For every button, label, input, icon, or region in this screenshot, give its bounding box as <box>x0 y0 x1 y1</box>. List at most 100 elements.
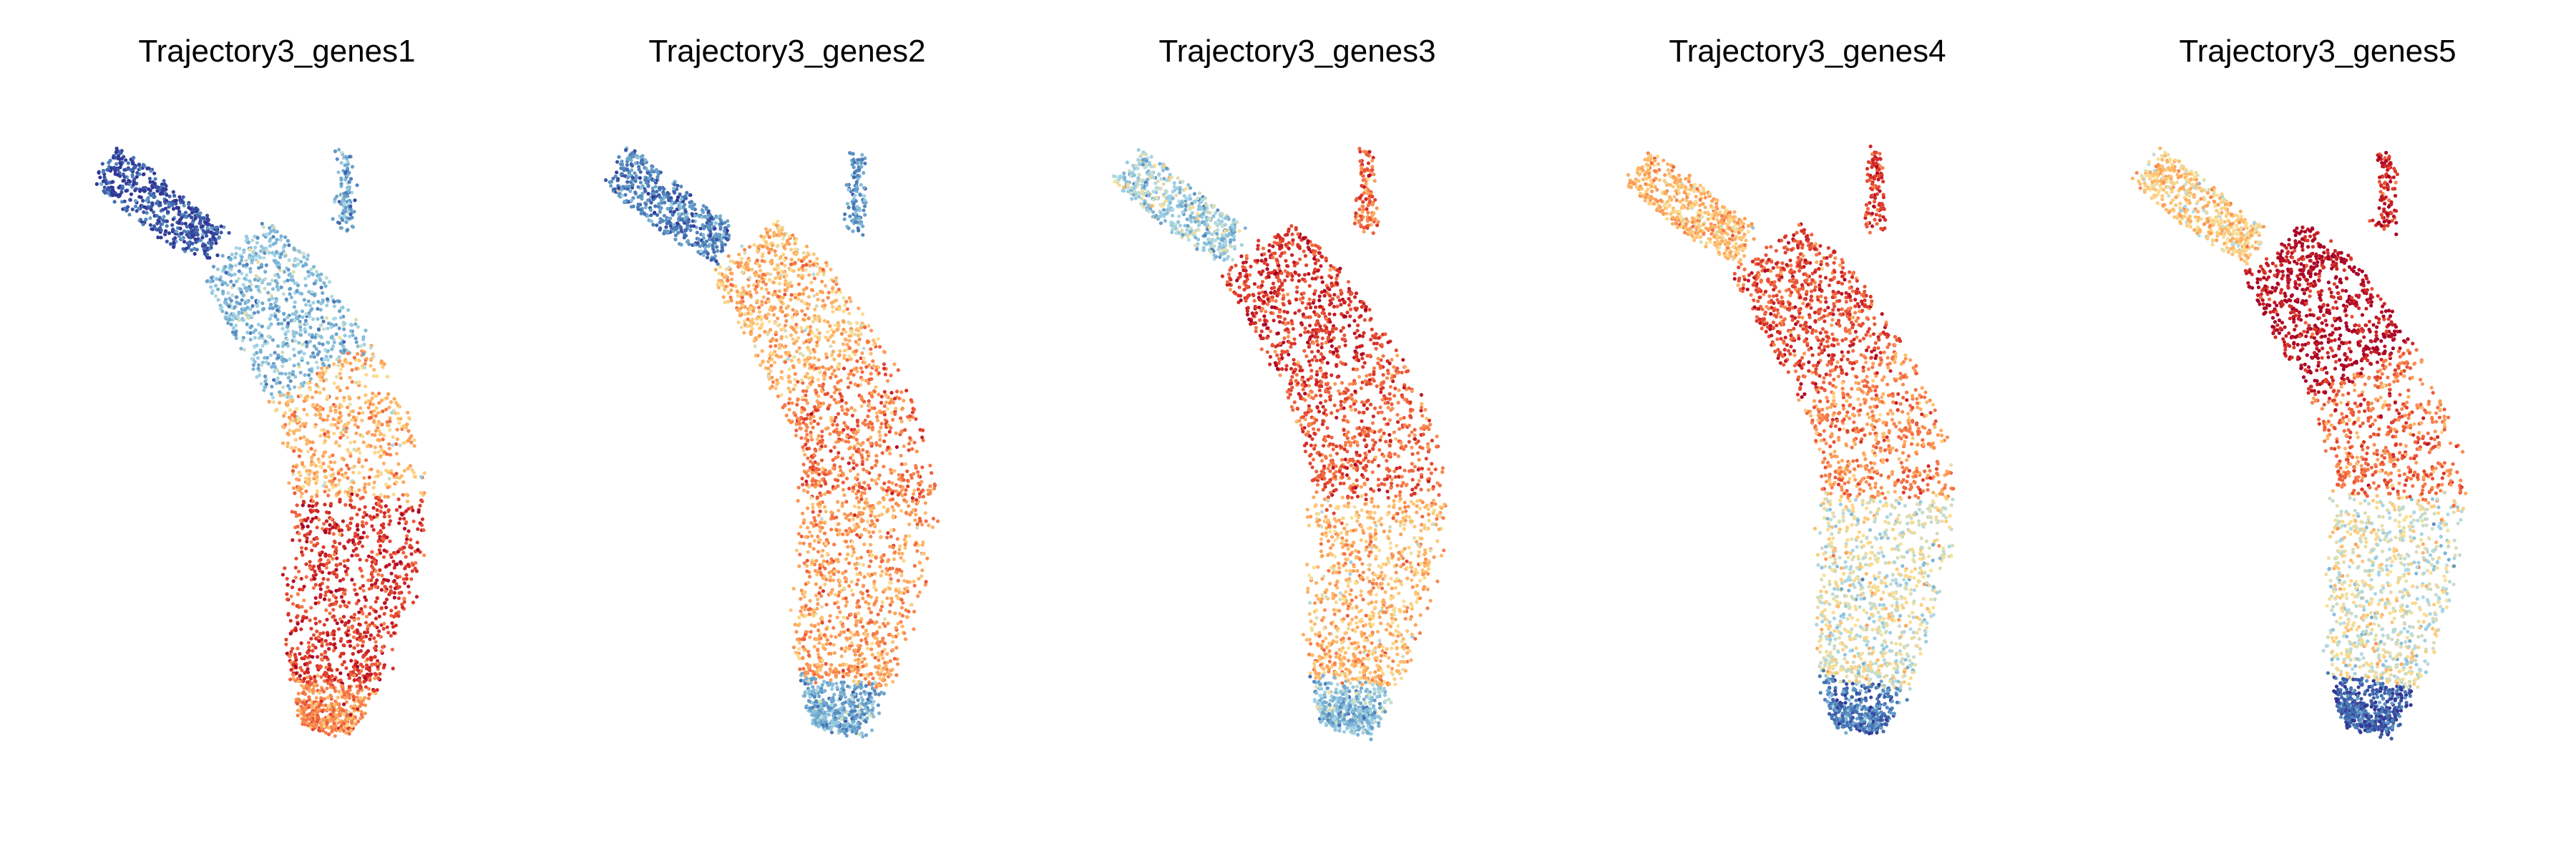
cell-point <box>395 576 399 580</box>
cell-point <box>305 322 309 326</box>
cell-point <box>275 281 279 286</box>
cell-point <box>628 173 633 177</box>
cell-point <box>229 257 233 261</box>
cell-point <box>163 206 168 210</box>
cell-point <box>356 425 360 430</box>
cell-point <box>331 532 336 536</box>
cell-point <box>801 263 805 268</box>
cell-point <box>781 242 785 246</box>
cell-point <box>326 715 331 719</box>
cell-point <box>281 385 286 389</box>
cell-point <box>356 707 360 712</box>
cell-point <box>806 649 811 654</box>
cell-point <box>672 183 677 187</box>
cell-point <box>623 193 628 197</box>
cell-point <box>261 225 265 229</box>
cell-point <box>378 438 382 442</box>
cell-point <box>150 185 155 190</box>
cell-point <box>308 618 312 623</box>
cell-point <box>352 583 356 587</box>
cell-point <box>847 518 852 523</box>
cell-point <box>341 218 345 223</box>
cell-point <box>110 180 114 184</box>
cell-point <box>308 508 313 513</box>
cell-point <box>376 659 380 663</box>
cell-point <box>333 316 338 321</box>
cell-point <box>376 498 381 502</box>
cell-point <box>137 206 141 210</box>
cell-point <box>389 571 394 576</box>
cell-point <box>100 162 104 166</box>
cell-point <box>336 385 341 389</box>
cell-point <box>321 462 326 466</box>
cell-point <box>374 600 378 604</box>
cell-point <box>342 399 346 403</box>
cell-point <box>321 298 325 303</box>
cell-point <box>302 598 306 603</box>
cell-point <box>761 295 766 299</box>
cell-point <box>299 545 304 550</box>
cell-point <box>346 166 350 171</box>
cell-point <box>847 205 851 210</box>
cell-point <box>323 348 328 352</box>
cell-point <box>834 401 839 405</box>
cell-point <box>808 259 812 263</box>
cell-point <box>332 722 336 726</box>
cell-point <box>328 667 332 671</box>
cell-point <box>701 240 705 244</box>
cell-point <box>862 208 866 213</box>
cell-point <box>290 446 294 450</box>
cell-point <box>374 394 379 398</box>
cell-point <box>287 422 291 426</box>
cell-point <box>332 381 336 385</box>
cell-point <box>293 664 298 669</box>
cell-point <box>289 650 293 654</box>
cell-point <box>335 157 339 161</box>
cell-point <box>241 336 245 340</box>
cell-point <box>295 407 299 411</box>
cell-point <box>404 555 408 559</box>
cell-point <box>356 351 360 356</box>
cell-point <box>245 273 249 277</box>
cell-point <box>406 529 411 533</box>
cell-point <box>854 437 859 442</box>
cell-point <box>211 264 216 269</box>
cell-point <box>859 638 864 643</box>
cell-point <box>301 691 305 695</box>
cell-point <box>328 641 333 646</box>
cell-point <box>352 630 356 634</box>
cell-point <box>190 215 194 220</box>
cell-point <box>378 543 383 548</box>
cell-point <box>373 676 377 681</box>
cell-point <box>269 229 273 233</box>
cell-point <box>333 460 337 465</box>
cell-point <box>326 358 330 362</box>
cell-point <box>347 170 351 175</box>
cell-point <box>802 637 806 641</box>
cell-point <box>852 160 857 165</box>
cell-point <box>322 623 326 627</box>
cell-point <box>239 346 243 351</box>
cell-point <box>263 385 268 389</box>
cell-point <box>711 247 716 251</box>
cell-point <box>254 273 258 278</box>
cell-point <box>325 686 329 691</box>
cell-point <box>348 503 353 508</box>
cell-point <box>301 722 305 727</box>
cell-point <box>775 244 779 248</box>
cell-point <box>364 372 369 377</box>
cell-point <box>727 233 731 238</box>
cell-point <box>345 386 349 390</box>
cell-point <box>357 508 361 512</box>
cell-point <box>835 615 839 620</box>
cell-point <box>363 712 367 716</box>
cell-point <box>294 310 298 314</box>
cell-point <box>370 396 374 400</box>
cell-point <box>130 159 135 163</box>
cell-point <box>313 406 318 410</box>
cell-point <box>114 146 119 150</box>
cell-point <box>264 263 268 268</box>
cell-point <box>796 532 801 536</box>
cell-point <box>256 288 260 292</box>
cell-point <box>209 243 213 247</box>
